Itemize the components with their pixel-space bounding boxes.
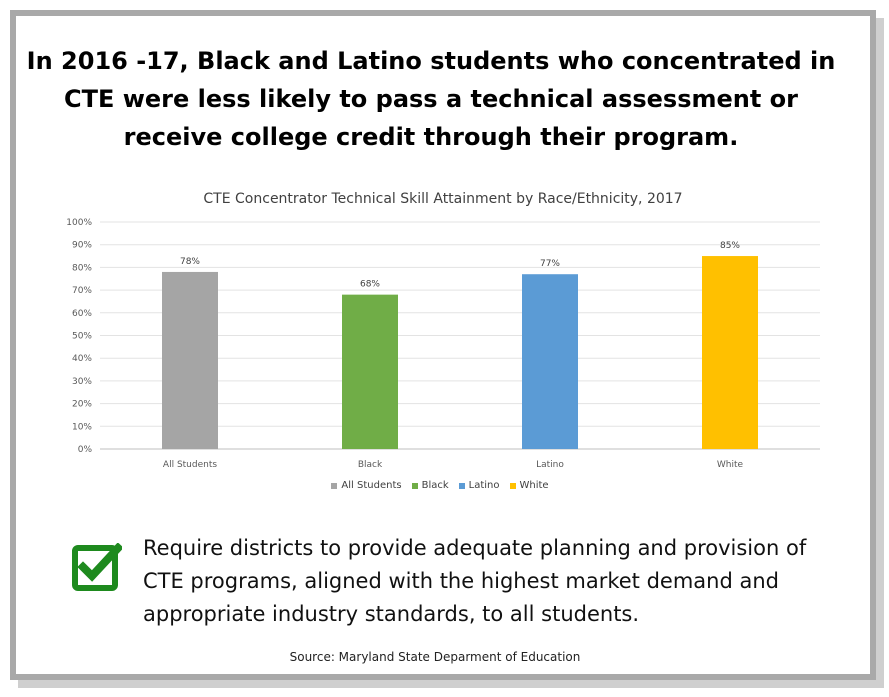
headline: In 2016 -17, Black and Latino students w… xyxy=(26,47,836,151)
y-tick-label: 80% xyxy=(72,263,92,273)
legend-item-white: White xyxy=(509,480,549,491)
recommendation-text: Require districts to provide adequate pl… xyxy=(143,536,807,626)
checkbox-check-icon xyxy=(72,542,124,593)
legend-label-black: Black xyxy=(421,480,449,491)
y-tick-label: 50% xyxy=(72,332,92,342)
y-tick-label: 40% xyxy=(72,354,92,364)
data-label: 78% xyxy=(180,257,200,267)
y-tick-label: 30% xyxy=(72,377,92,387)
y-tick-label: 70% xyxy=(72,286,92,296)
y-tick-label: 20% xyxy=(72,400,92,410)
bar-white xyxy=(702,256,758,449)
data-label: 68% xyxy=(360,280,380,290)
legend-label-white: White xyxy=(519,480,549,491)
source-note: Source: Maryland State Deparment of Educ… xyxy=(289,650,581,664)
data-label: 85% xyxy=(720,241,740,251)
legend-swatch-white xyxy=(509,482,516,489)
legend-label-all-students: All Students xyxy=(341,480,402,491)
bar-all-students xyxy=(162,271,218,449)
legend-item-all-students: All Students xyxy=(331,480,402,491)
legend-item-black: Black xyxy=(411,480,449,491)
bar-latino xyxy=(522,274,578,449)
chart-title: CTE Concentrator Technical Skill Attainm… xyxy=(203,191,683,207)
y-tick-label: 10% xyxy=(72,422,92,432)
legend-swatch-all-students xyxy=(331,482,338,489)
x-tick-label: Black xyxy=(358,460,383,470)
y-tick-label: 90% xyxy=(72,241,92,251)
legend-swatch-black xyxy=(411,482,418,489)
y-tick-label: 60% xyxy=(72,309,92,319)
y-tick-label: 0% xyxy=(78,445,93,455)
data-label: 77% xyxy=(540,259,560,269)
x-tick-label: Latino xyxy=(536,460,564,470)
chart-legend: All Students Black Latino White xyxy=(290,480,590,491)
y-tick-label: 100% xyxy=(66,218,92,228)
x-tick-label: White xyxy=(717,460,744,470)
bar-black xyxy=(342,294,398,449)
legend-swatch-latino xyxy=(458,482,465,489)
x-tick-label: All Students xyxy=(163,460,217,470)
legend-item-latino: Latino xyxy=(458,480,500,491)
legend-label-latino: Latino xyxy=(468,480,500,491)
